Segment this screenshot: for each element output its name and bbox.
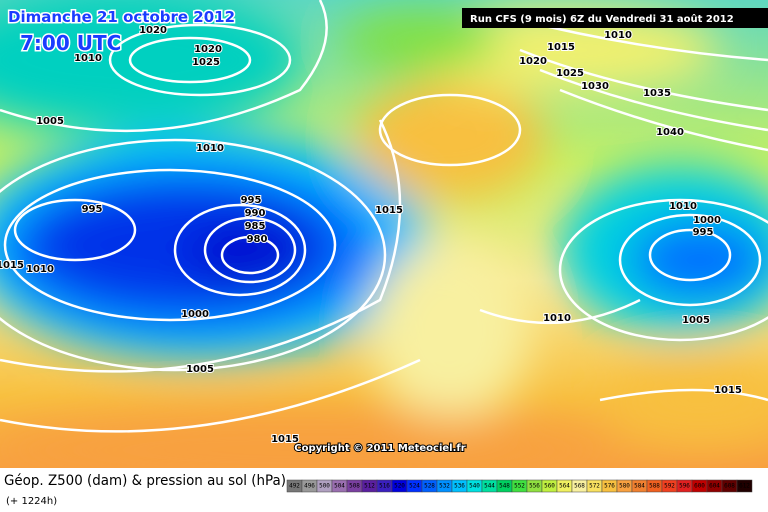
- scale-label: 608: [724, 483, 735, 490]
- run-info: Run CFS (9 mois) 6Z du Vendredi 31 août …: [470, 13, 734, 25]
- scale-label: 584: [634, 483, 645, 490]
- isobar-label: 995: [241, 195, 262, 206]
- scale-label: 500: [319, 483, 330, 490]
- isobar-label: 1000: [181, 309, 209, 320]
- scale-label: 496: [304, 483, 315, 490]
- scale-label: 520: [394, 483, 405, 490]
- scale-label: 568: [574, 483, 585, 490]
- isobar-labels: 1020 1020 1025 1010 1005 1010 995 995 990 985 980 1…: [0, 24, 743, 446]
- isobar-label: 1010: [196, 143, 224, 154]
- isobar-label: 985: [245, 221, 266, 232]
- footer-lead: (+ 1224h): [6, 496, 57, 507]
- scale-label: 512: [364, 483, 375, 490]
- scale-label: 540: [469, 483, 480, 490]
- isobar-label: 1025: [192, 57, 220, 68]
- isobar-label: 1020: [139, 25, 167, 36]
- scale-label: 508: [349, 483, 360, 490]
- scale-label: 532: [439, 483, 450, 490]
- isobar-label: 990: [245, 208, 266, 219]
- isobar-label: 1035: [643, 88, 671, 99]
- scale-label: 516: [379, 483, 390, 490]
- scale-label: 588: [649, 483, 660, 490]
- isobar-label: 1015: [714, 385, 742, 396]
- isobar-label: 1040: [656, 127, 684, 138]
- isobar-label: 1025: [556, 68, 584, 79]
- scale-label: 580: [619, 483, 630, 490]
- isobar-label: 1030: [581, 81, 609, 92]
- scale-label: 556: [529, 483, 540, 490]
- run-box: [462, 8, 768, 28]
- isobar-label: 1020: [194, 44, 222, 55]
- time: 7:00 UTC: [20, 31, 121, 55]
- color-scale: 492 496 500 504 508 512 516 520 524 528 532 536 540 5…: [286, 479, 753, 493]
- scale-label: 576: [604, 483, 615, 490]
- scale-label: 572: [589, 483, 600, 490]
- scale-label: 536: [454, 483, 465, 490]
- scale-label: 592: [664, 483, 675, 490]
- isobar-label: 1020: [519, 56, 547, 67]
- isobar-label: 1015: [271, 434, 299, 445]
- field: 1020 1020 1025 1010 1005 1010 995 995 990 985 980 1…: [0, 0, 768, 468]
- scale-label: 600: [694, 483, 705, 490]
- footer-title: Géop. Z500 (dam) & pression au sol (hPa): [4, 473, 286, 489]
- scale-label: 612: [739, 483, 750, 490]
- isobar-label: 980: [247, 234, 268, 245]
- isobar-label: 1015: [375, 205, 403, 216]
- scale-label: 604: [709, 483, 720, 490]
- scale-label: 492: [289, 483, 300, 490]
- date: Dimanche 21 octobre 2012: [8, 8, 235, 26]
- scale-label: 544: [484, 483, 495, 490]
- isobar-label: 995: [693, 227, 714, 238]
- isobar-label: 1015: [0, 260, 24, 271]
- copyright: Copyright © 2011 Meteociel.fr: [294, 443, 465, 454]
- isobar-label: 1010: [669, 201, 697, 212]
- isobar-label: 1010: [604, 30, 632, 41]
- scale-swatch: [736, 479, 753, 493]
- scale-label: 528: [424, 483, 435, 490]
- isobar-label: 995: [82, 204, 103, 215]
- scale-label: 564: [559, 483, 570, 490]
- isobar-label: 1010: [26, 264, 54, 275]
- scale-label: 548: [499, 483, 510, 490]
- scale-label: 504: [334, 483, 345, 490]
- isobar-label: 1005: [682, 315, 710, 326]
- scale-label: 596: [679, 483, 690, 490]
- isobar-label: 1005: [36, 116, 64, 127]
- scale-label: 552: [514, 483, 525, 490]
- isobar-label: 1010: [74, 53, 102, 64]
- scale-label: 560: [544, 483, 555, 490]
- isobar-label: 1010: [543, 313, 571, 324]
- isobar-label: 1005: [186, 364, 214, 375]
- isobars: [0, 0, 768, 431]
- isobar-label: 1015: [547, 42, 575, 53]
- scale-label: 524: [409, 483, 420, 490]
- isobar-label: 1000: [693, 215, 721, 226]
